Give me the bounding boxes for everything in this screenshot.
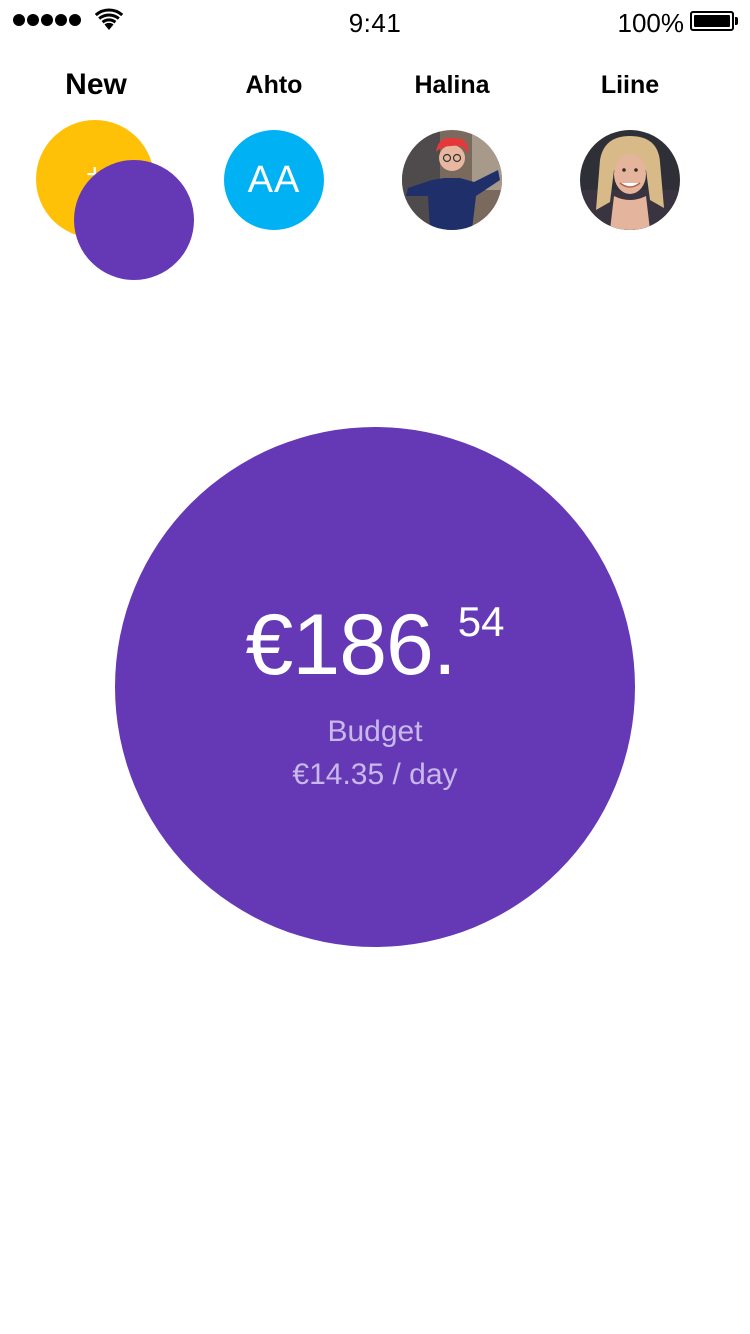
budget-label: Budget <box>327 715 423 748</box>
budget-amount-main: €186. <box>245 597 457 693</box>
battery-icon <box>690 11 740 31</box>
budget-circle[interactable]: €186.54 Budget €14.35 / day <box>115 427 635 947</box>
person-photo-icon <box>402 130 502 230</box>
person-photo-icon <box>580 130 680 230</box>
contact-avatar-liine[interactable] <box>580 130 680 230</box>
contact-label-liine[interactable]: Liine <box>600 71 660 99</box>
contact-avatar-halina[interactable] <box>402 130 502 230</box>
cellular-signal-icon <box>13 14 81 28</box>
budget-amount-cents: 54 <box>457 598 505 645</box>
budget-daily-rate: €14.35 / day <box>292 758 458 791</box>
new-contact-drag-bubble[interactable] <box>74 160 194 280</box>
contact-avatar-ahto[interactable]: AA <box>224 130 324 230</box>
budget-amount: €186.54 <box>115 595 635 695</box>
contact-label-new[interactable]: New <box>65 68 127 101</box>
avatar-initials: AA <box>247 158 301 201</box>
status-time: 9:41 <box>348 8 402 38</box>
battery-percentage: 100% <box>617 8 685 38</box>
contact-label-ahto[interactable]: Ahto <box>245 71 303 99</box>
contact-label-halina[interactable]: Halina <box>414 71 490 99</box>
wifi-icon <box>94 8 124 30</box>
status-bar: 9:41 100% <box>0 0 750 44</box>
